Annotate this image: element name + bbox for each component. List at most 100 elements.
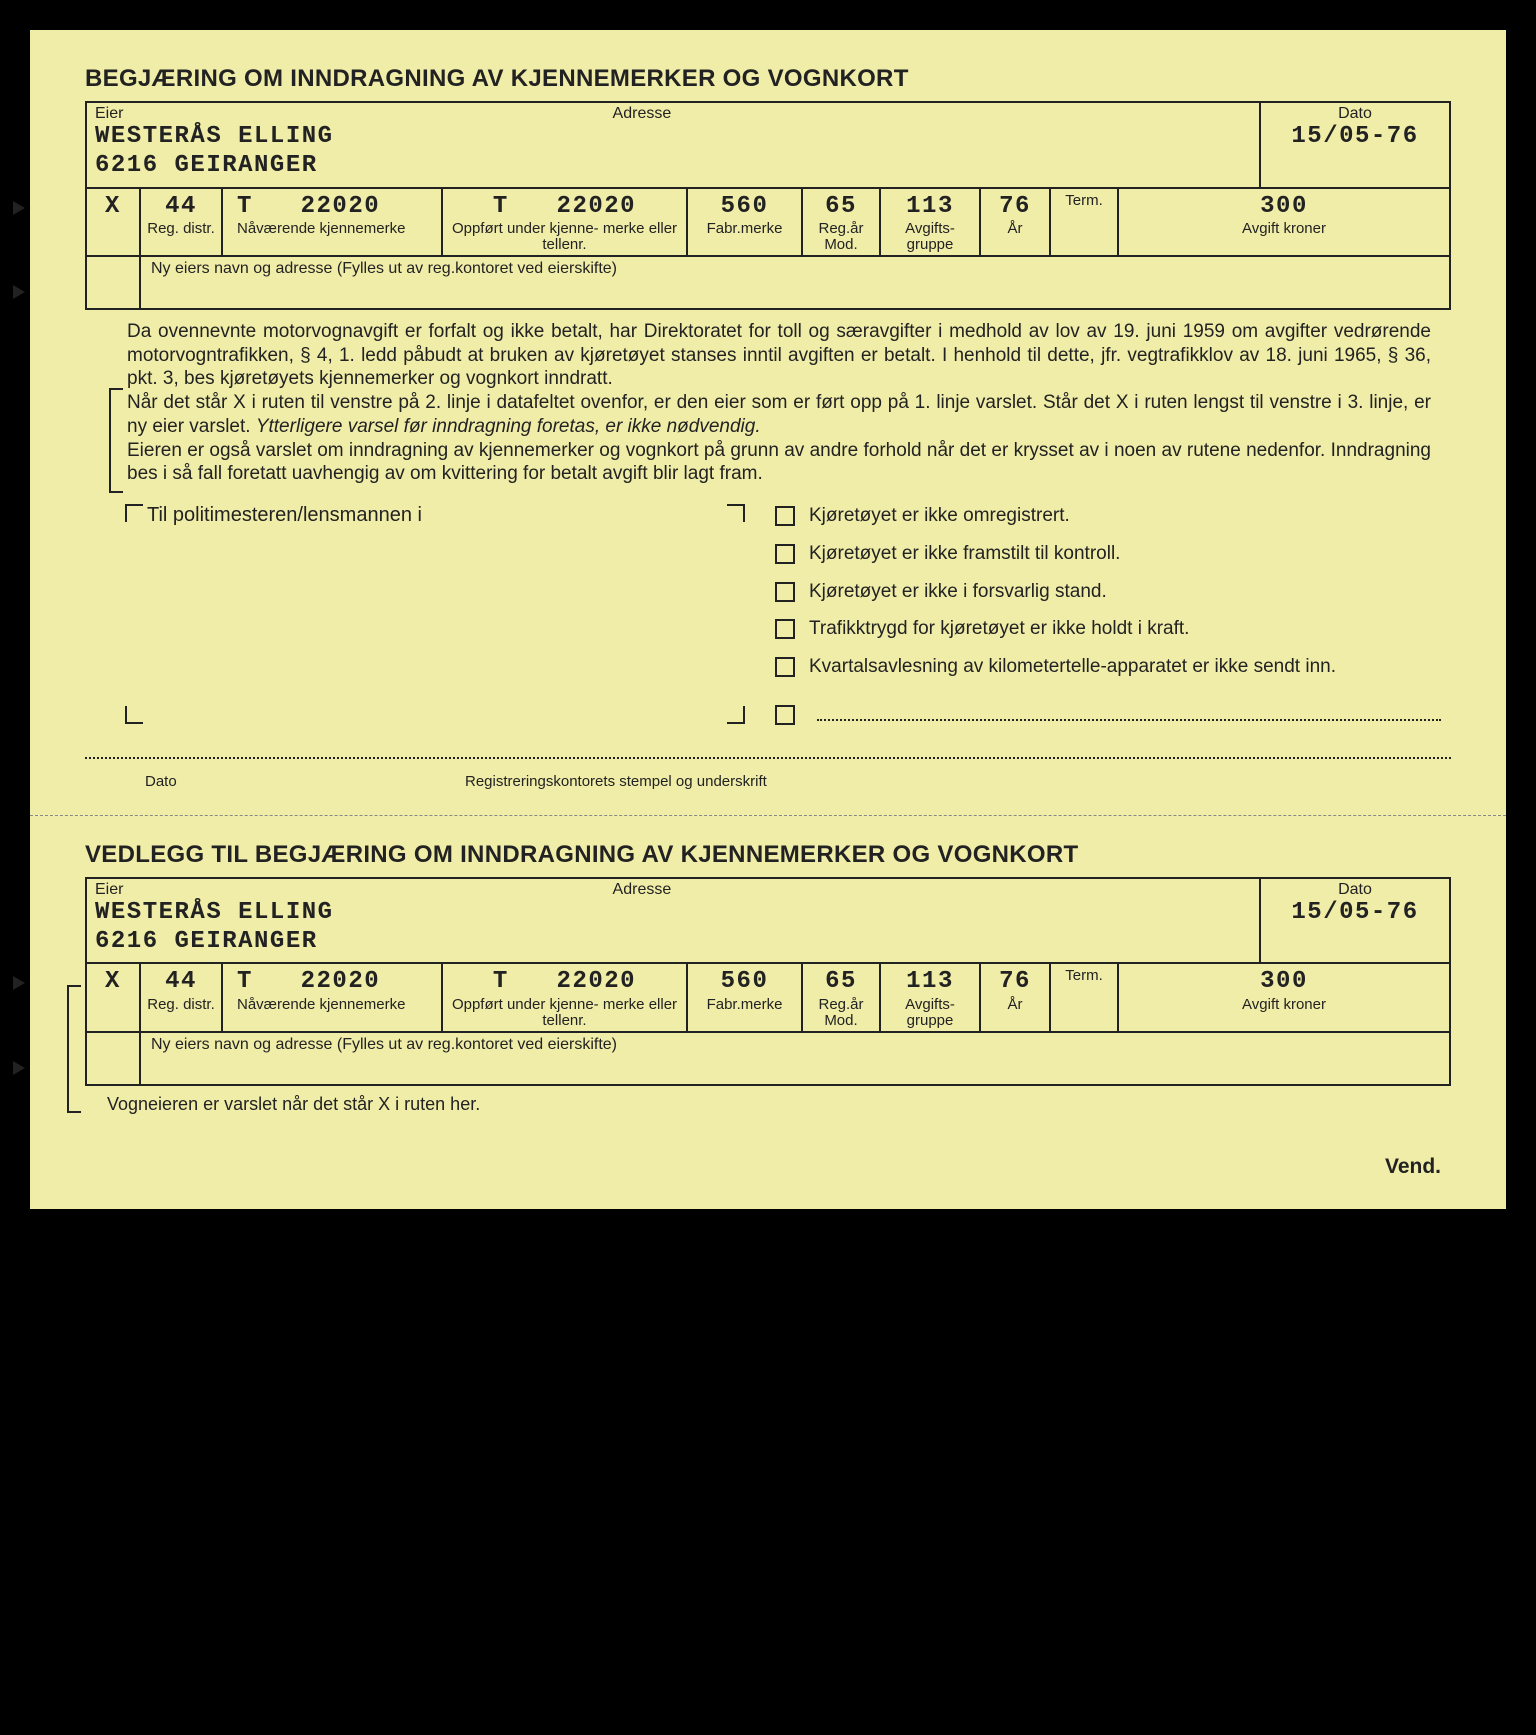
check-item: Kvartalsavlesning av kilometertelle-appa… bbox=[775, 655, 1441, 679]
val-ar2: 76 bbox=[987, 968, 1043, 997]
dotted-separator bbox=[85, 757, 1451, 759]
val-x2: X bbox=[93, 968, 133, 997]
arrow-icon bbox=[13, 285, 25, 299]
val-x: X bbox=[93, 193, 133, 222]
arrow-icon bbox=[13, 1061, 25, 1075]
ny-eier-row-wrap: Ny eiers navn og adresse (Fylles ut av r… bbox=[87, 257, 1449, 308]
checkbox-icon[interactable] bbox=[775, 705, 795, 725]
bracket-icon bbox=[109, 388, 123, 493]
lbl-mod2: Reg.år Mod. bbox=[809, 997, 873, 1029]
date-value: 15/05-76 bbox=[1291, 123, 1418, 150]
dotted-line bbox=[817, 703, 1441, 721]
ny-eier-label2: Ny eiers navn og adresse (Fylles ut av r… bbox=[141, 1033, 1449, 1084]
val-op-num: 22020 bbox=[557, 193, 637, 220]
lbl-mod: Reg.år Mod. bbox=[809, 221, 873, 253]
lbl-oppf2: Oppført under kjenne- merke eller tellen… bbox=[449, 997, 680, 1029]
val-kj-pre2: T bbox=[237, 968, 253, 995]
check-item: Kjøretøyet er ikke framstilt til kontrol… bbox=[775, 542, 1441, 566]
arrow-icon bbox=[13, 201, 25, 215]
checkbox-icon[interactable] bbox=[775, 619, 795, 639]
val-mod: 65 bbox=[809, 193, 873, 222]
owner-name2: WESTERÅS ELLING bbox=[95, 899, 334, 926]
col-fabr2: 560 Fabr.merke bbox=[688, 964, 803, 1030]
lbl-ar2: År bbox=[987, 997, 1043, 1013]
col-ar: 76 År bbox=[981, 189, 1051, 255]
section1-box: Eier WESTERÅS ELLING 6216 GEIRANGER Adre… bbox=[85, 101, 1451, 310]
form-page: BEGJÆRING OM INNDRAGNING AV KJENNEMERKER… bbox=[30, 30, 1506, 1209]
lbl-kjenne2: Nåværende kjennemerke bbox=[237, 997, 435, 1013]
lbl-reg2: Reg. distr. bbox=[147, 997, 215, 1013]
date-value2: 15/05-76 bbox=[1291, 899, 1418, 926]
address-cell: Adresse bbox=[605, 103, 1259, 187]
val-op-num2: 22020 bbox=[557, 968, 637, 995]
check-text: Trafikktrygd for kjøretøyet er ikke hold… bbox=[809, 617, 1441, 641]
col-kjenne2: T 22020 Nåværende kjennemerke bbox=[223, 964, 443, 1030]
col-reg: 44 Reg. distr. bbox=[141, 189, 223, 255]
address-cell2: Adresse bbox=[605, 879, 1259, 963]
data-row: X 44 Reg. distr. T 22020 Nåværende kjenn… bbox=[87, 189, 1449, 257]
lbl-term2: Term. bbox=[1057, 968, 1111, 984]
header-row2: Eier WESTERÅS ELLING 6216 GEIRANGER Adre… bbox=[87, 879, 1449, 965]
footer-dato: Dato bbox=[145, 773, 465, 790]
col-kroner: 300 Avgift kroner bbox=[1119, 189, 1449, 255]
checkbox-icon[interactable] bbox=[775, 657, 795, 677]
owner-addr: 6216 GEIRANGER bbox=[95, 152, 318, 179]
val-kj-pre: T bbox=[237, 193, 253, 220]
col-mod2: 65 Reg.år Mod. bbox=[803, 964, 881, 1030]
lbl-term: Term. bbox=[1057, 193, 1111, 209]
para2: Når det står X i ruten til venstre på 2.… bbox=[127, 391, 1431, 439]
col-avg: 113 Avgifts- gruppe bbox=[881, 189, 981, 255]
lbl-avg: Avgifts- gruppe bbox=[887, 221, 973, 253]
val-mod2: 65 bbox=[809, 968, 873, 997]
col-fabr: 560 Fabr.merke bbox=[688, 189, 803, 255]
col-kroner2: 300 Avgift kroner bbox=[1119, 964, 1449, 1030]
date-cell: Dato 15/05-76 bbox=[1259, 103, 1449, 187]
lbl-kjenne: Nåværende kjennemerke bbox=[237, 221, 435, 237]
section2-title: VEDLEGG TIL BEGJÆRING OM INNDRAGNING AV … bbox=[85, 841, 1451, 869]
check-text: Kjøretøyet er ikke omregistrert. bbox=[809, 504, 1441, 528]
check-item: Trafikktrygd for kjøretøyet er ikke hold… bbox=[775, 617, 1441, 641]
val-reg: 44 bbox=[147, 193, 215, 222]
val-fabr2: 560 bbox=[694, 968, 795, 997]
col-reg2: 44 Reg. distr. bbox=[141, 964, 223, 1030]
lbl-avg2: Avgifts- gruppe bbox=[887, 997, 973, 1029]
owner-addr2: 6216 GEIRANGER bbox=[95, 928, 318, 955]
checkbox-icon[interactable] bbox=[775, 544, 795, 564]
ny-eier-x bbox=[87, 257, 141, 308]
date-cell2: Dato 15/05-76 bbox=[1259, 879, 1449, 963]
arrow-icon bbox=[13, 976, 25, 990]
col-oppf: T 22020 Oppført under kjenne- merke elle… bbox=[443, 189, 688, 255]
col-x: X bbox=[87, 189, 141, 255]
ny-eier-label: Ny eiers navn og adresse (Fylles ut av r… bbox=[141, 257, 1449, 308]
val-ar: 76 bbox=[987, 193, 1043, 222]
address-label2: Adresse bbox=[613, 881, 672, 898]
date-label: Dato bbox=[1338, 105, 1372, 122]
corner-br-icon bbox=[727, 706, 745, 724]
check-item-blank bbox=[775, 703, 1441, 725]
lbl-ar: År bbox=[987, 221, 1043, 237]
check-text: Kjøretøyet er ikke framstilt til kontrol… bbox=[809, 542, 1441, 566]
checkbox-icon[interactable] bbox=[775, 506, 795, 526]
col-term: Term. bbox=[1051, 189, 1119, 255]
col-term2: Term. bbox=[1051, 964, 1119, 1030]
lbl-fabr: Fabr.merke bbox=[694, 221, 795, 237]
val-kj-num2: 22020 bbox=[301, 968, 381, 995]
col-x2: X bbox=[87, 964, 141, 1030]
owner-label: Eier bbox=[95, 105, 123, 122]
check-item: Kjøretøyet er ikke omregistrert. bbox=[775, 504, 1441, 528]
body-text: Da ovennevnte motorvognavgift er forfalt… bbox=[127, 320, 1431, 486]
ny-eier-x2 bbox=[87, 1033, 141, 1084]
header-row: Eier WESTERÅS ELLING 6216 GEIRANGER Adre… bbox=[87, 103, 1449, 189]
val-fabr: 560 bbox=[694, 193, 795, 222]
corner-tr-icon bbox=[727, 504, 745, 522]
section1-box-wrap: Eier WESTERÅS ELLING 6216 GEIRANGER Adre… bbox=[85, 101, 1451, 310]
val-op-pre2: T bbox=[493, 968, 509, 995]
val-kroner: 300 bbox=[1125, 193, 1443, 222]
owner-cell: Eier WESTERÅS ELLING 6216 GEIRANGER bbox=[87, 103, 605, 187]
section1-title: BEGJÆRING OM INNDRAGNING AV KJENNEMERKER… bbox=[85, 65, 1451, 93]
lbl-fabr2: Fabr.merke bbox=[694, 997, 795, 1013]
check-text: Kvartalsavlesning av kilometertelle-appa… bbox=[809, 655, 1441, 679]
vend-label: Vend. bbox=[85, 1155, 1451, 1179]
checkbox-icon[interactable] bbox=[775, 582, 795, 602]
section2-box-wrap: Eier WESTERÅS ELLING 6216 GEIRANGER Adre… bbox=[85, 877, 1451, 1086]
